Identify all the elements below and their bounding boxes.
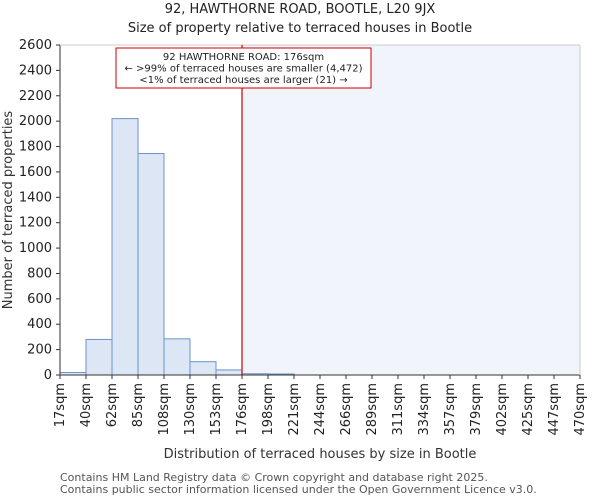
x-tick-label-311sqm: 311sqm xyxy=(391,383,406,436)
chart-subtitle: Size of property relative to terraced ho… xyxy=(128,21,472,36)
x-tick-label-402sqm: 402sqm xyxy=(495,383,510,436)
y-tick-label-2000: 2000 xyxy=(19,114,52,129)
y-tick-label-400: 400 xyxy=(27,317,52,332)
x-tick-label-334sqm: 334sqm xyxy=(417,383,432,436)
x-tick-label-85sqm: 85sqm xyxy=(131,383,146,427)
x-tick-label-357sqm: 357sqm xyxy=(443,383,458,436)
x-tick-label-108sqm: 108sqm xyxy=(157,383,172,436)
bar-153sqm xyxy=(215,369,243,376)
bar-62sqm xyxy=(111,118,139,376)
y-tick-label-1600: 1600 xyxy=(19,165,52,180)
y-tick-label-2400: 2400 xyxy=(19,63,52,78)
larger-region xyxy=(242,45,580,375)
y-axis-label: Number of terraced properties xyxy=(1,111,16,310)
y-tick-label-1800: 1800 xyxy=(19,140,52,155)
x-tick-label-198sqm: 198sqm xyxy=(261,383,276,436)
x-tick-label-40sqm: 40sqm xyxy=(79,383,94,427)
footer-line-1: Contains HM Land Registry data © Crown c… xyxy=(60,471,488,484)
tick-labels-layer: 0 200 400 600 800 1000 1200 1400 1600 1800 2000 220… xyxy=(19,38,588,436)
x-tick-label-17sqm: 17sqm xyxy=(53,383,68,427)
footer-line-2: Contains public sector information licen… xyxy=(60,483,537,496)
axes-layer xyxy=(56,44,581,379)
bar-108sqm xyxy=(163,338,191,376)
bar-85sqm xyxy=(137,153,165,376)
annotation-line-1: 92 HAWTHORNE ROAD: 176sqm xyxy=(163,52,324,63)
x-tick-label-130sqm: 130sqm xyxy=(183,383,198,436)
y-tick-label-1000: 1000 xyxy=(19,241,52,256)
x-tick-label-244sqm: 244sqm xyxy=(313,383,328,436)
y-tick-label-2600: 2600 xyxy=(19,38,52,53)
y-tick-label-600: 600 xyxy=(27,292,52,307)
x-tick-label-221sqm: 221sqm xyxy=(287,383,302,436)
x-tick-label-379sqm: 379sqm xyxy=(469,383,484,436)
marker-layer: 92 HAWTHORNE ROAD: 176sqm← >99% of terra… xyxy=(115,45,372,375)
highlight-region-layer xyxy=(242,45,580,375)
bar-130sqm xyxy=(189,361,217,376)
x-tick-label-153sqm: 153sqm xyxy=(209,383,224,436)
x-tick-label-62sqm: 62sqm xyxy=(105,383,120,427)
y-tick-label-2200: 2200 xyxy=(19,89,52,104)
annotation-line-2: ← >99% of terraced houses are smaller (4… xyxy=(125,64,363,75)
annotation-line-3: <1% of terraced houses are larger (21) → xyxy=(139,75,347,86)
y-tick-label-1400: 1400 xyxy=(19,190,52,205)
x-tick-label-425sqm: 425sqm xyxy=(521,383,536,436)
y-tick-label-1200: 1200 xyxy=(19,216,52,231)
chart-title: 92, HAWTHORNE ROAD, BOOTLE, L20 9JX xyxy=(165,2,436,17)
x-tick-label-176sqm: 176sqm xyxy=(235,383,250,436)
x-tick-label-289sqm: 289sqm xyxy=(365,383,380,436)
x-axis-label: Distribution of terraced houses by size … xyxy=(164,447,477,462)
y-tick-label-0: 0 xyxy=(44,368,52,383)
bar-40sqm xyxy=(85,338,113,376)
x-tick-label-470sqm: 470sqm xyxy=(573,383,588,436)
x-tick-label-266sqm: 266sqm xyxy=(339,383,354,436)
annotation-box xyxy=(115,47,372,89)
y-tick-label-800: 800 xyxy=(27,266,52,281)
y-tick-label-200: 200 xyxy=(27,343,52,358)
x-tick-label-447sqm: 447sqm xyxy=(547,383,562,436)
